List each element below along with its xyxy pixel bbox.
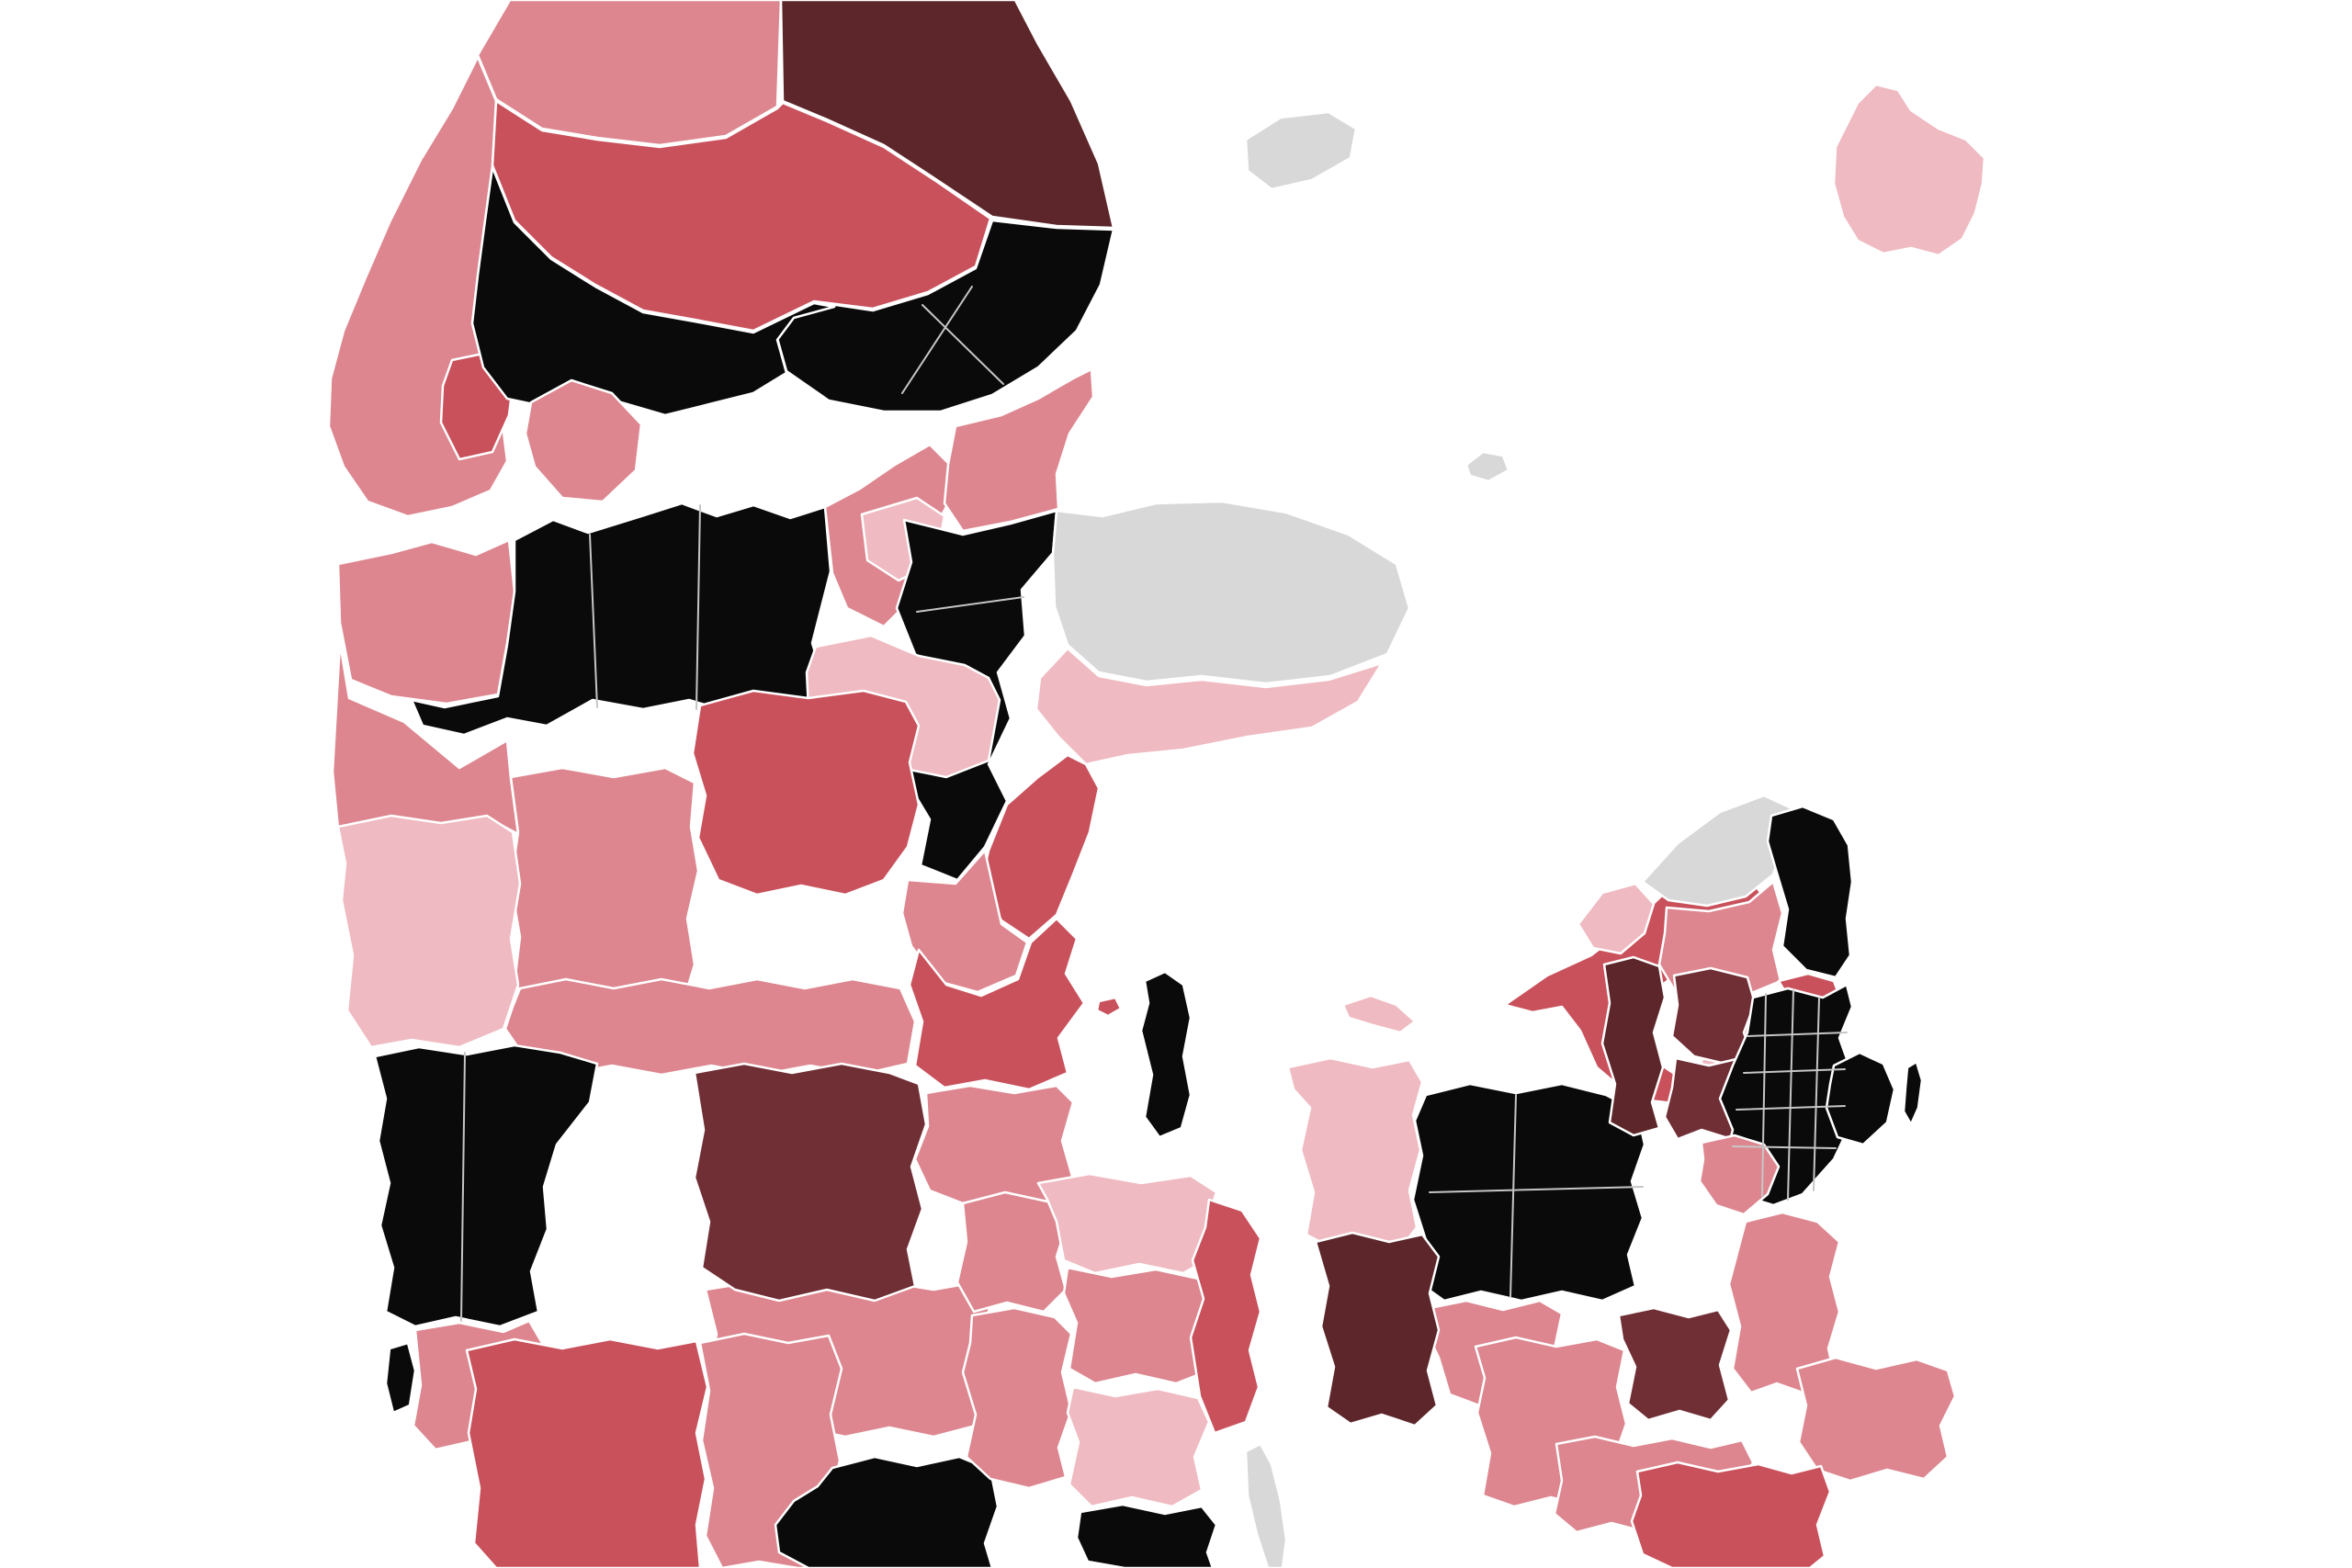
map-region-ANHOLT[interactable] bbox=[1464, 450, 1510, 483]
map-region-NZ-halsnaes[interactable] bbox=[1577, 882, 1656, 955]
municipal-border-line bbox=[460, 1052, 466, 1322]
municipal-border-line bbox=[1429, 1186, 1644, 1193]
map-region-FY-odense[interactable] bbox=[1062, 1266, 1215, 1385]
map-region-FY-svendborg[interactable] bbox=[1075, 1503, 1218, 1568]
map-region-NJ-east[interactable] bbox=[775, 219, 1115, 413]
municipal-border-line bbox=[901, 286, 973, 394]
map-region-SJ-esbjerg-varde[interactable] bbox=[373, 1043, 599, 1328]
municipal-border-line bbox=[1813, 997, 1820, 1191]
map-region-SAMSOE[interactable] bbox=[1139, 970, 1193, 1139]
map-region-CPH-saltholm[interactable] bbox=[1902, 1060, 1924, 1126]
map-region-SZ-holbaek-lejre[interactable] bbox=[1411, 1082, 1646, 1303]
municipal-border-line bbox=[916, 596, 1024, 613]
map-region-SJ-vejle[interactable] bbox=[693, 1062, 928, 1303]
map-region-SZ-greve[interactable] bbox=[1698, 1134, 1781, 1216]
map-region-FY-nordfyns[interactable] bbox=[1036, 1172, 1218, 1275]
map-region-NJ-hjoerring[interactable] bbox=[476, 0, 783, 147]
map-region-SZ-kalundborg[interactable] bbox=[1286, 1056, 1424, 1251]
municipal-border-line bbox=[1787, 989, 1794, 1201]
map-region-MJ-mariagerfjord[interactable] bbox=[943, 367, 1095, 533]
map-region-AEROE[interactable] bbox=[1244, 1442, 1288, 1568]
map-region-MJ-ringkoebing[interactable] bbox=[336, 814, 522, 1049]
municipal-border-line bbox=[922, 304, 1004, 385]
map-region-MOEN[interactable] bbox=[1795, 1356, 1957, 1483]
map-region-MJ-herning-west[interactable] bbox=[509, 766, 700, 1018]
map-region-SZ-slagelse[interactable] bbox=[1314, 1231, 1441, 1427]
map-region-MJ-norddjurs[interactable] bbox=[1051, 500, 1411, 685]
map-region-SJ-als-soenderborg[interactable] bbox=[774, 1455, 1000, 1568]
municipal-border-line bbox=[1510, 1094, 1517, 1298]
municipal-border-line bbox=[1732, 1145, 1837, 1149]
map-region-FY-middelfart[interactable] bbox=[956, 1190, 1069, 1314]
map-region-MJ-horsens[interactable] bbox=[908, 917, 1086, 1091]
map-region-FALSTER[interactable] bbox=[1630, 1461, 1832, 1568]
municipal-border-line bbox=[1736, 1105, 1846, 1111]
map-region-CPH-amager[interactable] bbox=[1825, 1051, 1896, 1146]
map-region-SJ-toender[interactable] bbox=[465, 1337, 709, 1568]
map-region-SZ-sejeroe[interactable] bbox=[1341, 994, 1417, 1034]
municipal-border-line bbox=[589, 534, 598, 708]
map-region-MORS[interactable] bbox=[524, 378, 643, 503]
municipal-border-line bbox=[695, 504, 701, 710]
map-region-SZ-faxe[interactable] bbox=[1617, 1306, 1733, 1422]
map-region-FY-assens[interactable] bbox=[961, 1306, 1073, 1490]
map-region-NJ-frederikshavn[interactable] bbox=[779, 0, 1115, 230]
map-region-MJ-herning[interactable] bbox=[691, 689, 921, 897]
map-region-TUNOE[interactable] bbox=[1095, 996, 1123, 1018]
municipal-border-line bbox=[1761, 993, 1767, 1197]
map-region-NZ-frederikssund[interactable] bbox=[1600, 955, 1667, 1137]
municipal-border-line bbox=[1747, 1032, 1848, 1037]
map-region-FY-faaborg[interactable] bbox=[1066, 1385, 1211, 1508]
map-region-MJ-ikast-east[interactable] bbox=[900, 849, 1029, 994]
map-region-LAESOE[interactable] bbox=[1244, 110, 1358, 191]
map-region-MJ-syddjurs[interactable] bbox=[1035, 647, 1384, 766]
municipal-border-line bbox=[1743, 1068, 1846, 1074]
map-region-SJ-fanoe[interactable] bbox=[384, 1341, 417, 1415]
map-region-MJ-lemvig[interactable] bbox=[336, 538, 516, 705]
map-region-BORNHOLM[interactable] bbox=[1832, 83, 1986, 257]
map-region-NJ-west[interactable] bbox=[470, 165, 836, 417]
map-region-FY-kerteminde-nyborg[interactable] bbox=[1189, 1198, 1262, 1435]
map-region-NZ-helsingoer[interactable] bbox=[1766, 805, 1854, 979]
